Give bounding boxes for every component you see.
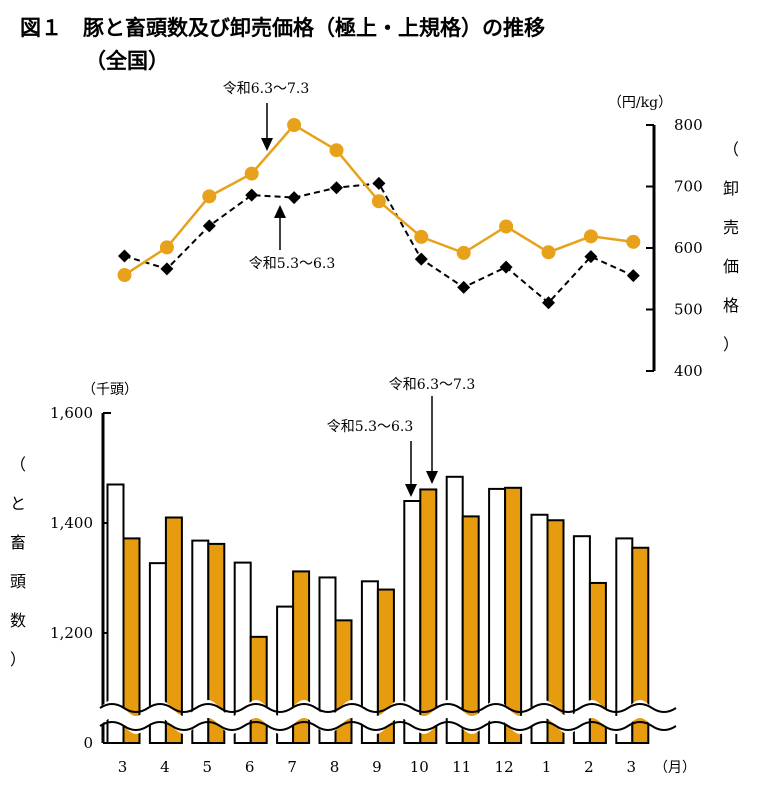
count-unit-label: （千頭） — [82, 382, 138, 398]
price-axis-title-char: 売 — [723, 218, 739, 237]
previous-annotation-arrow-head — [274, 205, 286, 218]
month-label: 4 — [160, 758, 170, 776]
current-year-bar — [461, 515, 480, 745]
price-axis-title-char: 卸 — [723, 179, 739, 198]
current-year-bar — [292, 570, 311, 745]
axis-break-line-upper — [99, 703, 677, 713]
previous-price-point — [457, 280, 471, 294]
price-tick-label: 400 — [674, 362, 703, 380]
current-price-point — [541, 245, 556, 260]
current-year-bar — [546, 519, 565, 744]
price-tick-label: 800 — [674, 116, 703, 134]
month-label: 3 — [118, 758, 128, 776]
previous-price-point — [330, 181, 343, 195]
current-price-point — [456, 245, 471, 260]
count-axis-title-char: （ — [10, 455, 26, 474]
axis-break-line-lower — [99, 721, 677, 731]
price-unit-label: （円/kg） — [608, 95, 672, 111]
month-label: 2 — [584, 758, 594, 776]
current-price-point — [244, 166, 259, 181]
count-axis-title-char: と — [10, 494, 26, 513]
current-price-point — [414, 229, 429, 244]
month-label: 8 — [330, 758, 340, 776]
current-price-point — [371, 194, 386, 209]
count-axis-title-char: 数 — [10, 611, 26, 630]
previous-price-point — [584, 250, 598, 264]
month-label: 11 — [452, 758, 471, 776]
previous-bar-arrow-head — [405, 484, 417, 497]
count-tick-label: 1,400 — [50, 514, 93, 532]
price-axis-title-char: 価 — [723, 257, 739, 276]
current-year-bar — [122, 537, 141, 745]
figure-subtitle: （全国） — [85, 49, 169, 73]
previous-series-annotation: 令和5.3～6.3 — [249, 256, 336, 272]
month-label: 7 — [287, 758, 297, 776]
month-label: 5 — [203, 758, 213, 776]
previous-price-point — [245, 188, 259, 202]
current-year-bar — [504, 486, 523, 744]
previous-price-point — [542, 296, 555, 310]
previous-bar-annotation: 令和5.3～6.3 — [327, 419, 414, 435]
current-year-bar — [164, 516, 183, 744]
current-price-point — [287, 118, 302, 132]
current-price-point — [117, 268, 132, 283]
previous-price-point — [118, 249, 131, 263]
previous-price-point — [287, 191, 301, 205]
price-axis-title-char: ） — [723, 335, 739, 354]
month-label: 9 — [372, 758, 382, 776]
month-label: 10 — [410, 758, 429, 776]
count-tick-label: 1,200 — [50, 624, 93, 642]
month-unit-label: （月） — [654, 760, 696, 776]
price-line-chart: 400 500 600 700 800（円/kg） （ 卸売価格 ） 令和6.3～7.3 令和5.… — [117, 81, 739, 380]
current-price-point — [499, 219, 514, 234]
month-label: 12 — [495, 758, 514, 776]
month-label: 1 — [542, 758, 552, 776]
previous-price-point — [202, 219, 216, 233]
current-bar-arrow-head — [426, 471, 438, 484]
price-tick-label: 700 — [674, 178, 703, 196]
figure-title: 図１ 豚と畜頭数及び卸売価格（極上・上規格）の推移 — [20, 16, 545, 40]
current-series-annotation: 令和6.3～7.3 — [223, 81, 310, 97]
price-tick-label: 500 — [674, 301, 703, 319]
price-tick-label: 600 — [674, 239, 703, 257]
current-price-point — [626, 234, 641, 249]
month-label: 6 — [245, 758, 255, 776]
count-tick-label: 1,600 — [50, 404, 93, 422]
previous-price-point — [499, 260, 513, 274]
previous-price-point — [626, 269, 640, 283]
current-price-point — [583, 229, 598, 244]
month-label: 3 — [627, 758, 637, 776]
current-bar-annotation: 令和6.3～7.3 — [389, 377, 476, 393]
count-tick-label: 0 — [83, 734, 93, 752]
current-year-bar — [207, 542, 226, 745]
price-axis-title-char: 格 — [723, 296, 739, 315]
price-axis-title-char: （ — [723, 140, 739, 159]
current-price-point — [202, 189, 217, 204]
previous-price-point — [372, 176, 386, 190]
current-price-point — [329, 143, 344, 158]
previous-price-point — [160, 262, 174, 276]
current-year-bar — [631, 546, 650, 744]
count-axis-title-char: 畜 — [10, 533, 26, 552]
current-year-bar — [249, 635, 268, 744]
current-price-point — [159, 240, 174, 255]
previous-price-point — [414, 252, 428, 266]
count-axis-title-char: ） — [10, 650, 26, 669]
current-annotation-arrow-head — [261, 138, 273, 151]
current-year-bar — [376, 588, 395, 744]
count-axis-title-char: 頭 — [10, 572, 26, 591]
current-year-bar — [419, 488, 438, 745]
